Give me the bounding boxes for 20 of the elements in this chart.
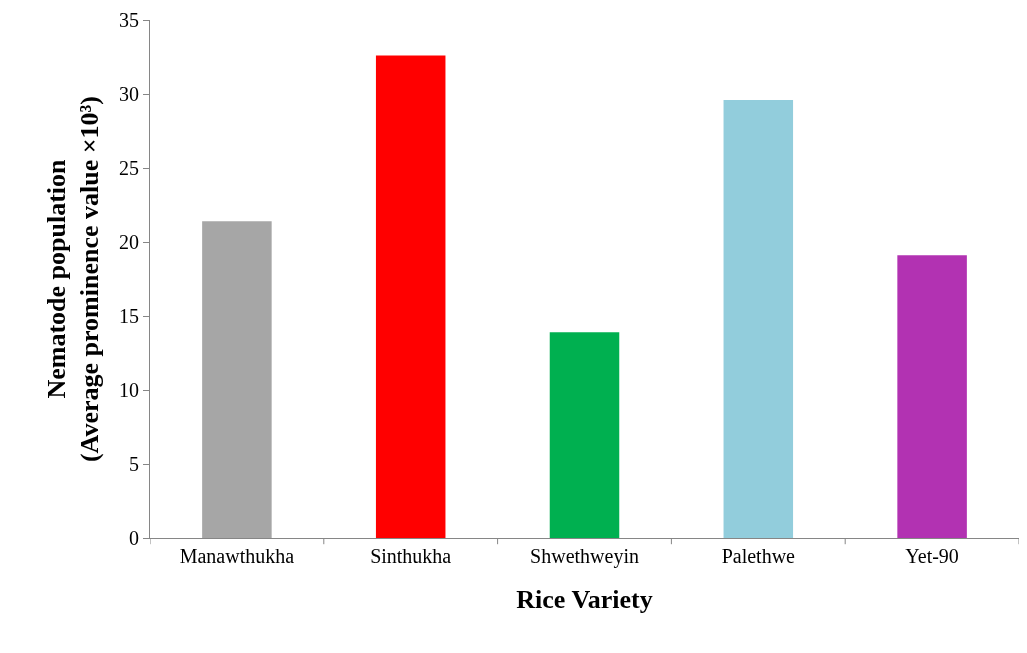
y-tick-label: 0 — [129, 527, 139, 549]
y-tick-label: 30 — [119, 83, 139, 105]
x-tick-label: Sinthukha — [370, 545, 452, 567]
bar — [723, 99, 794, 538]
x-tick-label: Palethwe — [721, 545, 796, 567]
bar — [897, 255, 967, 538]
y-tick-label: 10 — [119, 379, 139, 401]
x-axis-title: Rice Variety — [516, 584, 653, 614]
y-tick-label: 20 — [119, 231, 139, 253]
bar — [375, 55, 446, 538]
y-tick-label: 5 — [129, 453, 139, 475]
bar — [202, 221, 272, 538]
x-tick-label: Yet-90 — [905, 545, 959, 567]
y-tick-label: 35 — [119, 9, 139, 31]
x-tick-label: Shwethweyin — [530, 545, 639, 568]
y-tick-label: 25 — [119, 157, 139, 179]
x-tick-label: Manawthukha — [179, 545, 295, 567]
y-tick-label: 15 — [119, 305, 139, 327]
bar — [549, 332, 620, 538]
y-axis-title: Nematode population (Average prominence value ×10³) — [41, 95, 105, 463]
